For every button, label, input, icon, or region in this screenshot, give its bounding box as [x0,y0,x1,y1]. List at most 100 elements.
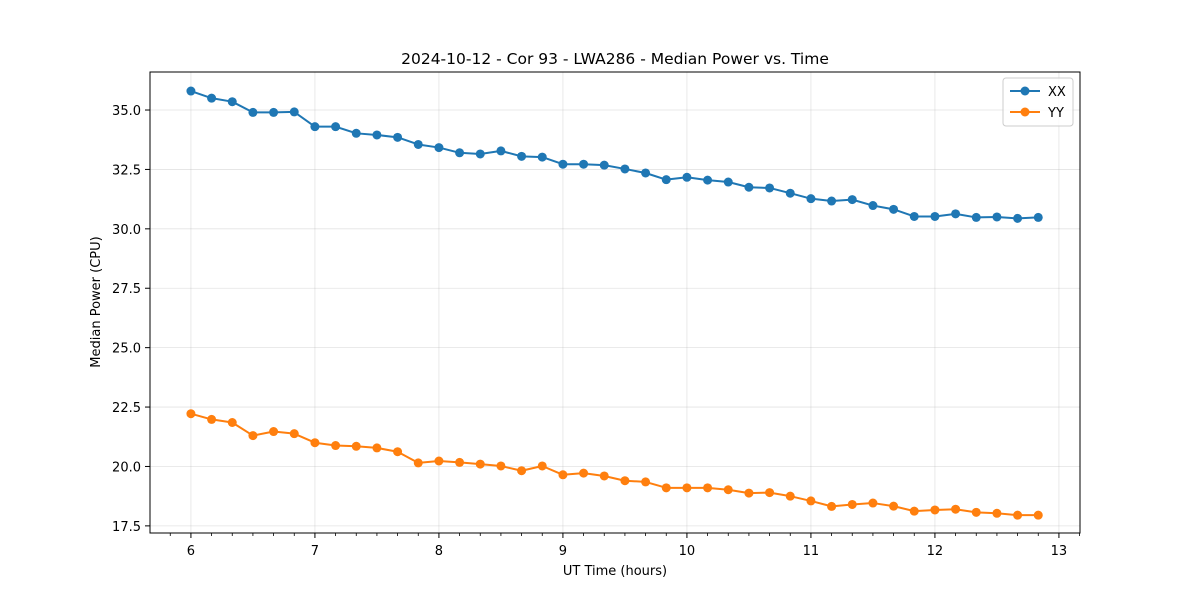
series-xx-point [413,139,423,149]
y-tick-label: 22.5 [112,401,141,416]
y-tick-label: 35.0 [112,104,141,119]
series-yy-point [517,466,527,476]
series-xx-point [393,132,403,142]
legend-yy-label: YY [1047,106,1064,121]
series-xx-point [992,212,1002,222]
legend-yy-marker [1020,107,1030,117]
series-yy-point [951,504,961,514]
series-yy-point [1033,510,1043,520]
series-yy-point [455,457,465,467]
series-xx-point [496,146,506,156]
series-yy-point [785,491,795,501]
series-yy-point [475,459,485,469]
series-xx-point [785,188,795,198]
series-xx-point [331,122,341,132]
series-xx-point [661,175,671,185]
series-yy-point [558,470,568,480]
series-yy-point [1013,510,1023,520]
series-xx-point [558,159,568,169]
series-xx-point [455,148,465,158]
y-tick-label: 17.5 [112,520,141,535]
series-yy-point [289,429,299,439]
series-xx-point [351,128,361,138]
series-xx-point [971,212,981,222]
x-tick-label: 9 [559,544,567,559]
series-yy-point [868,498,878,508]
y-tick-label: 25.0 [112,342,141,357]
series-xx-point [703,175,713,185]
series-xx-point [207,93,217,103]
plot-frame [149,71,1081,534]
series-yy-point [703,483,713,493]
series-yy-point [372,443,382,453]
series-xx-point [434,143,444,153]
series-xx-point [289,107,299,117]
series-yy-point [641,477,651,487]
y-tick-label: 32.5 [112,163,141,178]
series-xx-point [1033,212,1043,222]
series-yy-point [744,488,754,498]
y-tick-label: 20.0 [112,460,141,475]
series-xx-point [682,172,692,182]
x-tick-label: 10 [679,544,696,559]
x-tick-label: 12 [927,544,944,559]
series-xx-point [641,168,651,178]
series-yy-point [765,488,775,498]
y-tick-label: 30.0 [112,223,141,238]
series-yy-point [269,427,279,437]
series-yy-point [248,431,258,441]
series-yy-point [682,483,692,493]
series-xx-point [517,151,527,161]
series-xx-point [723,177,733,187]
y-axis-title: Median Power (CPU) [89,236,104,367]
series-yy-point [889,501,899,511]
x-tick-label: 7 [311,544,319,559]
series-layer [186,86,1043,520]
series-yy-point [434,456,444,466]
series-xx-point [868,201,878,211]
series-yy-point [207,414,217,424]
x-tick-label: 8 [435,544,443,559]
series-yy-point [661,483,671,493]
series-yy-point [827,501,837,511]
series-yy-point [496,461,506,471]
series-xx-point [847,195,857,205]
series-xx-point [269,107,279,117]
series-yy-point [351,441,361,451]
series-yy-point [393,447,403,457]
axis-ticks: 6 7 8 9 10 11 12 13 17.5 20.0 22.5 25.0 27.5 30.0 32.5… [112,104,1080,559]
series-xx-point [806,194,816,204]
series-yy-point [909,506,919,516]
series-xx-point [227,97,237,107]
series-yy-point [723,485,733,495]
series-yy-point [186,409,196,419]
legend-xx-marker [1020,86,1030,96]
series-xx-point [744,182,754,192]
series-yy-point [599,471,609,481]
series-yy-point [413,458,423,468]
series-yy-point [331,441,341,451]
series-xx-point [475,149,485,159]
x-tick-label: 11 [803,544,820,559]
x-axis-title: UT Time (hours) [563,564,667,579]
series-yy-point [806,496,816,506]
series-xx-point [765,183,775,193]
x-tick-label: 13 [1051,544,1068,559]
series-xx-point [620,164,630,174]
series-yy-point [971,507,981,517]
series-yy-point [227,418,237,427]
series-xx-point [930,211,940,221]
series-xx-point [579,159,589,169]
series-xx-point [310,122,320,132]
legend-xx-label: XX [1048,85,1066,100]
series-xx-point [951,209,961,219]
series-yy-point [579,468,589,478]
legend: XX YY [1002,77,1074,127]
series-xx-point [537,152,547,162]
series-yy-point [620,476,630,486]
series-xx-point [1013,213,1023,223]
series-yy-point [992,508,1002,518]
